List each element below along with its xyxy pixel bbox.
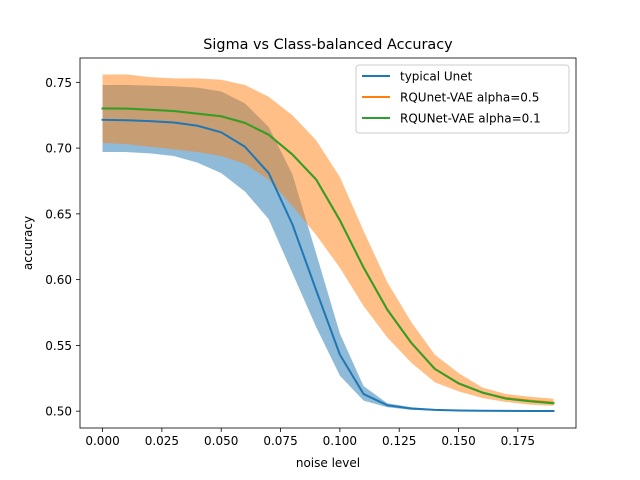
legend: typical Unet RQUnet-VAE alpha=0.5 RQUNet… [355, 64, 570, 134]
y-axis-label: accuracy [21, 216, 35, 270]
x-tick-label: 0.000 [85, 434, 119, 448]
legend-label-rqunet-vae-alpha-0-1: RQUNet-VAE alpha=0.1 [400, 112, 541, 126]
x-tick-label: 0.150 [441, 434, 475, 448]
line-rqunet-vae-alpha-0-1 [101, 107, 555, 405]
y-tick-label: 0.65 [45, 207, 72, 221]
y-tick-label: 0.60 [45, 273, 72, 287]
legend-box [355, 64, 570, 134]
chart-title: Sigma vs Class-balanced Accuracy [203, 37, 453, 53]
x-tick-label: 0.075 [263, 434, 297, 448]
x-axis: 0.000 0.025 0.050 0.075 0.100 0.125 0.150 0.175 [85, 428, 535, 448]
series-lines [101, 107, 555, 413]
confidence-bands [102, 74, 554, 412]
y-tick-label: 0.50 [45, 405, 72, 419]
y-tick-label: 0.75 [45, 76, 72, 90]
x-axis-label: noise level [296, 456, 360, 470]
y-tick-label: 0.55 [45, 339, 72, 353]
x-tick-label: 0.050 [204, 434, 238, 448]
band-typical-unet [102, 84, 554, 412]
band-rqunet-vae-alpha-0-5 [102, 74, 554, 406]
x-tick-label: 0.125 [382, 434, 416, 448]
legend-label-typical-unet: typical Unet [400, 70, 473, 84]
legend-label-rqunet-vae-alpha-0-5: RQUnet-VAE alpha=0.5 [400, 91, 539, 105]
y-tick-label: 0.70 [45, 142, 72, 156]
line-typical-unet [101, 118, 555, 413]
x-tick-label: 0.025 [145, 434, 179, 448]
plot-area-frame [79, 57, 577, 429]
y-axis: 0.50 0.55 0.60 0.65 0.70 0.75 [45, 76, 80, 419]
x-tick-label: 0.175 [501, 434, 535, 448]
x-tick-label: 0.100 [323, 434, 357, 448]
